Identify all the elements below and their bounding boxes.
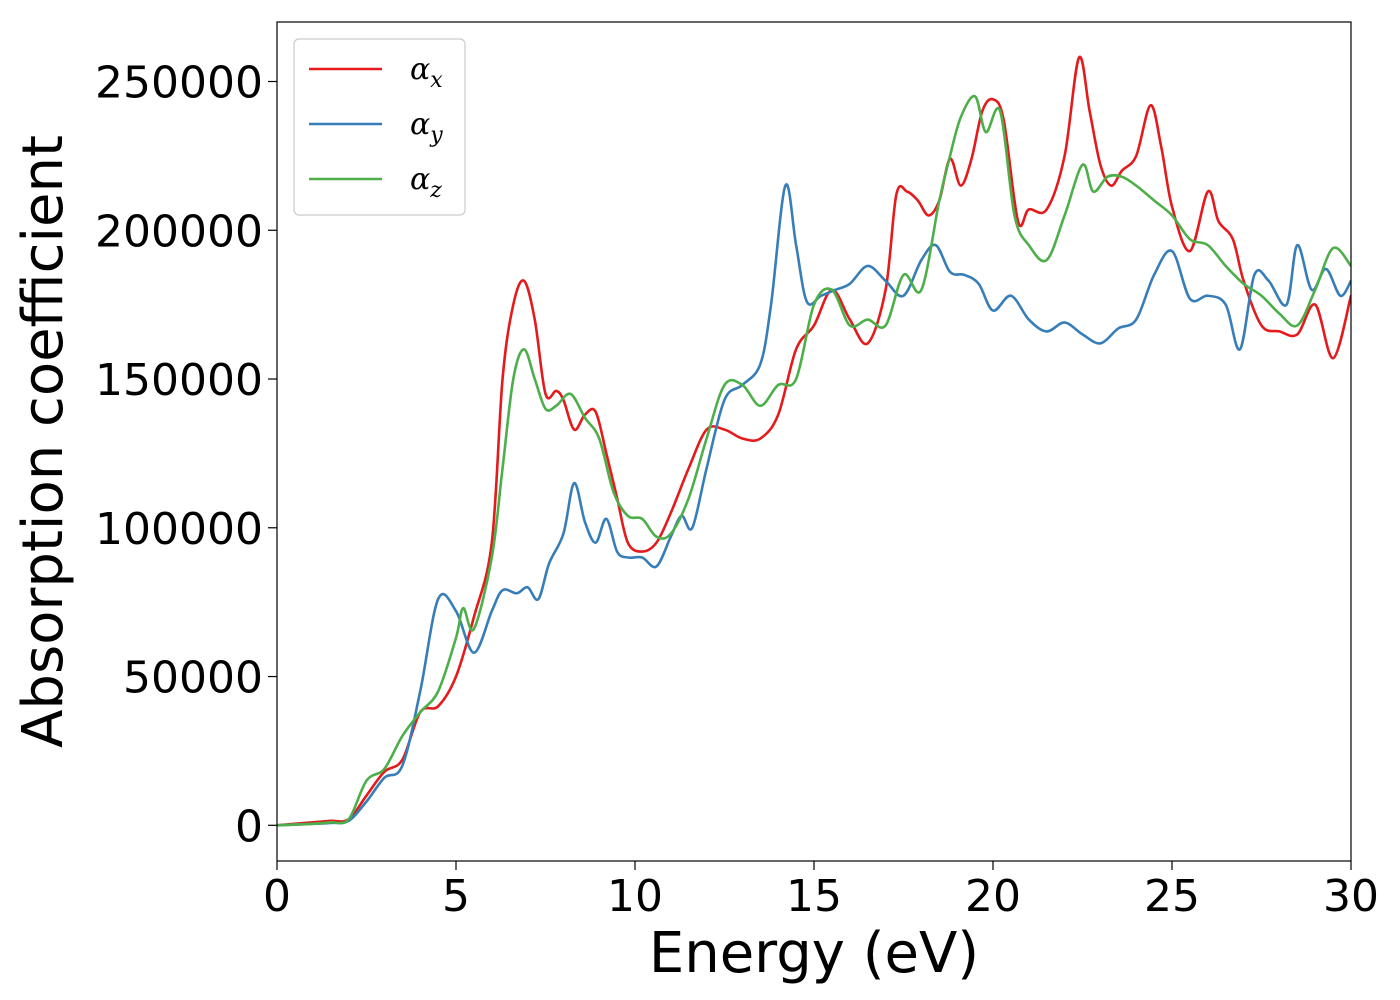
legend-subscript: y (429, 123, 443, 148)
legend-entry-label: αy (410, 107, 443, 148)
series-line-z (277, 94, 1351, 827)
legend-entry-label: αx (410, 52, 443, 93)
x-tick-label: 30 (1323, 871, 1379, 922)
y-axis-label: Absorption coefficient (11, 135, 76, 748)
x-tick-label: 0 (263, 871, 291, 922)
x-axis-label: Energy (eV) (649, 921, 979, 986)
x-tick-label: 25 (1144, 871, 1200, 922)
series-line-y (277, 183, 1351, 827)
legend-alpha: α (410, 162, 430, 197)
y-tick-label: 250000 (95, 58, 263, 109)
series-line-x (277, 55, 1351, 827)
x-tick-label: 15 (786, 871, 842, 922)
y-tick-label: 50000 (123, 653, 263, 704)
series-layer (277, 55, 1351, 827)
y-tick-label: 150000 (95, 355, 263, 406)
legend-entry-label: αz (410, 162, 442, 203)
legend-subscript: x (430, 68, 443, 93)
legend-alpha: α (410, 107, 430, 142)
y-tick-label: 100000 (95, 504, 263, 555)
legend-alpha: α (410, 52, 430, 87)
x-tick-label: 20 (965, 871, 1021, 922)
x-tick-label: 10 (607, 871, 663, 922)
y-tick-label: 0 (235, 801, 263, 852)
legend-subscript: z (429, 178, 442, 203)
axes-layer: 0 5 10 15 20 25 30 0 50000 100000 150000 200000 2500… (11, 21, 1379, 986)
y-tick-label: 200000 (95, 206, 263, 257)
x-tick-label: 5 (442, 871, 470, 922)
legend-box (293, 38, 466, 216)
